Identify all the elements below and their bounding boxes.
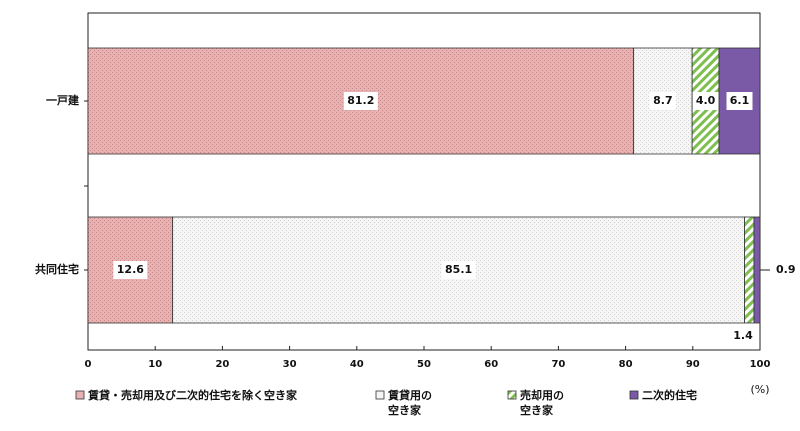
data-label-box	[692, 92, 719, 110]
legend-label: 空き家	[388, 403, 422, 417]
data-label: 4.0	[696, 94, 716, 107]
data-label: 1.4	[733, 329, 753, 342]
legend-label: 賃貸用の	[387, 388, 432, 402]
legend-label: 売却用の	[520, 388, 564, 402]
x-tick-label: 30	[283, 359, 297, 370]
category-label: 共同住宅	[35, 262, 79, 276]
x-tick-label: 10	[148, 359, 162, 370]
x-tick-label: 80	[619, 359, 633, 370]
x-tick-label: 50	[417, 359, 431, 370]
data-label-box	[113, 261, 148, 279]
legend-label: 賃貸・売却用及び二次的住宅を除く空き家	[87, 388, 298, 402]
data-label-box	[441, 261, 476, 279]
x-tick-label: 40	[350, 359, 364, 370]
data-label-box	[649, 92, 676, 110]
category-label: 一戸建	[46, 93, 80, 107]
data-label: 8.7	[653, 94, 673, 107]
bar-segment-1-1	[87, 47, 635, 155]
x-tick-label: 60	[484, 359, 498, 370]
x-tick-label: 90	[686, 359, 700, 370]
data-label: 0.9	[776, 263, 796, 276]
data-label: 12.6	[117, 263, 144, 276]
bar-segment-2-3	[744, 216, 755, 324]
x-tick-label: 100	[750, 359, 771, 370]
data-label-box	[343, 92, 378, 110]
legend-swatch-2	[375, 390, 385, 400]
bar-segment-2-4	[753, 216, 761, 324]
legend-swatch-4	[629, 390, 639, 400]
legend-label: 二次的住宅	[642, 388, 697, 402]
x-tick-label: 0	[85, 359, 92, 370]
legend-swatch-1	[75, 390, 85, 400]
data-label: 6.1	[730, 94, 750, 107]
data-label: 81.2	[347, 94, 374, 107]
legend-swatch-3	[507, 390, 517, 400]
x-tick-label: 20	[215, 359, 229, 370]
data-label-box	[726, 92, 753, 110]
legend-label: 空き家	[520, 403, 554, 417]
unit-label: (%)	[750, 383, 769, 396]
data-label: 85.1	[445, 263, 472, 276]
x-tick-label: 70	[551, 359, 565, 370]
